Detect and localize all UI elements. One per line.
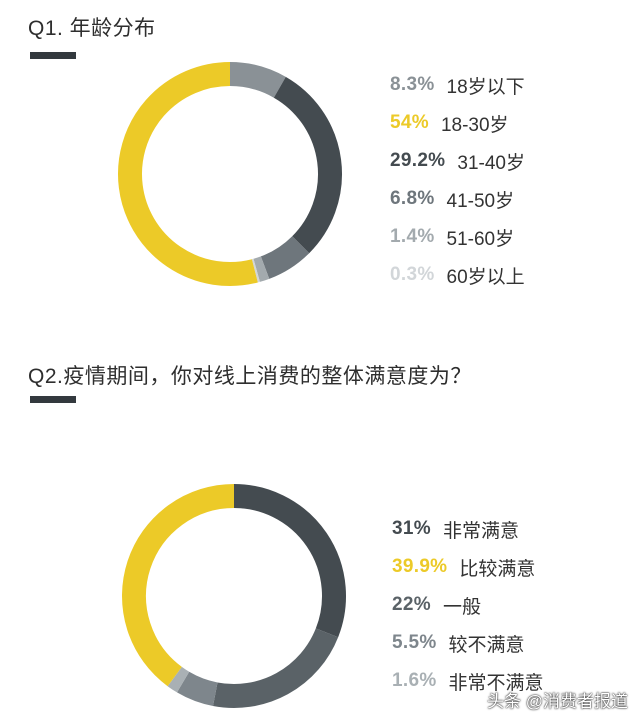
legend-item: 8.3% 18岁以下 [390,66,525,104]
legend-label: 18岁以下 [446,76,525,98]
legend-item: 22% 一般 [392,586,544,624]
legend-item: 1.4% 51-60岁 [390,218,525,256]
satisfaction-section: Q2.疫情期间，你对线上消费的整体满意度为？ 31% 非常满意 39.9% 比较满意 2… [0,352,640,716]
legend-value: 22% [392,594,431,615]
donut-slice [167,666,190,693]
legend-value: 6.8% [390,188,435,209]
legend-item: 54% 18-30岁 [390,104,525,142]
legend-item: 6.8% 41-50岁 [390,180,525,218]
legend-value: 1.6% [392,670,437,691]
chart-title: Q1. 年龄分布 [28,17,156,40]
chart-legend: 8.3% 18岁以下 54% 18-30岁 29.2% 31-40岁 6.8% 41-50岁 1… [390,66,525,294]
legend-label: 18-30岁 [440,114,509,136]
legend-value: 8.3% [390,74,435,95]
legend-value: 39.9% [392,556,448,577]
title-underline-bar [30,396,76,403]
legend-label: 51-60岁 [446,228,515,250]
legend-value: 31% [392,518,431,539]
chart-title: Q2.疫情期间，你对线上消费的整体满意度为？ [28,365,472,388]
legend-item: 39.9% 比较满意 [392,548,544,586]
donut-slice [176,671,218,707]
legend-label: 较不满意 [448,634,525,656]
legend-item: 29.2% 31-40岁 [390,142,525,180]
legend-item: 31% 非常满意 [392,510,544,548]
legend-label: 60岁以上 [446,266,525,288]
donut-slice [253,256,270,282]
legend-item: 1.6% 非常不满意 [392,662,544,700]
legend-value: 5.5% [392,632,437,653]
donut-slice [260,235,310,279]
legend-item: 5.5% 较不满意 [392,624,544,662]
age-distribution-section: Q1. 年龄分布 8.3% 18岁以下 54% 18-30岁 29.2% 31-40岁 6.… [0,0,640,330]
donut-slice [122,484,235,687]
donut-chart [122,484,346,708]
legend-value: 54% [390,112,429,133]
legend-label: 一般 [442,596,481,618]
legend-value: 1.4% [390,226,435,247]
legend-value: 0.3% [390,264,435,285]
chart-legend: 31% 非常满意 39.9% 比较满意 22% 一般 5.5% 较不满意 1.6% 非常不满意 [392,510,544,700]
donut-slice [273,76,342,254]
legend-label: 非常不满意 [448,672,544,694]
legend-label: 比较满意 [459,558,536,580]
legend-item: 0.3% 60岁以上 [390,256,525,294]
legend-label: 非常满意 [442,520,519,542]
legend-value: 29.2% [390,150,446,171]
donut-slice [213,628,339,708]
legend-label: 41-50岁 [446,190,515,212]
donut-slice [233,484,346,638]
watermark: 头条 @消费者报道 [487,692,628,711]
donut-slice [229,62,286,98]
title-underline-bar [30,52,76,59]
donut-slice [118,62,258,286]
legend-label: 31-40岁 [457,152,525,174]
donut-chart [118,62,342,286]
